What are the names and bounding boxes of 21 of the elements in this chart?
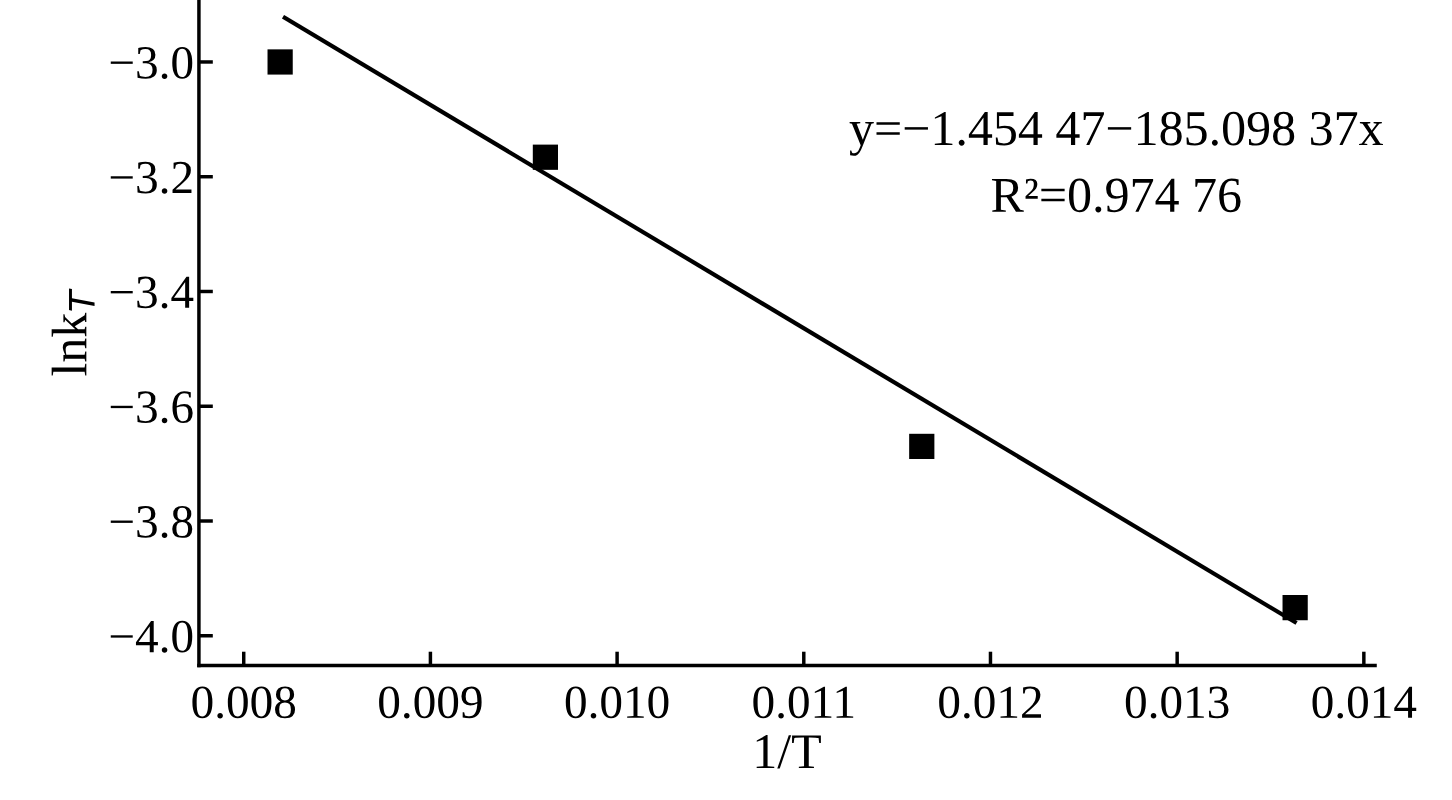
y-tick-label: −3.6 xyxy=(110,391,193,424)
annotation: R²=0.974 76 xyxy=(991,178,1241,213)
y-axis-title: lnk$_{T}$ xyxy=(51,288,95,376)
x-tick-label: 0.014 xyxy=(1312,686,1417,719)
x-tick-label: 0.010 xyxy=(565,686,669,719)
point xyxy=(532,144,559,170)
point xyxy=(909,433,935,460)
y-tick-label: −4.0 xyxy=(110,620,193,653)
y-tick-label: −3.0 xyxy=(110,46,193,80)
x-tick-label: 0.013 xyxy=(1125,686,1229,719)
y-tick-label: −3.8 xyxy=(110,505,193,539)
x-axis-title: 1/T xyxy=(756,735,821,769)
y-tick-label: −3.4 xyxy=(110,276,194,309)
point xyxy=(267,49,293,75)
x-tick-label: 0.009 xyxy=(379,686,482,719)
point xyxy=(1282,595,1308,621)
annotation: y=−1.454 47−185.098 37x xyxy=(849,111,1383,156)
x-tick-label: 0.008 xyxy=(192,686,296,719)
y-tick-label: −3.2 xyxy=(110,161,192,194)
x-tick-label: 0.012 xyxy=(939,686,1041,719)
x-tick-label: 0.011 xyxy=(753,686,854,719)
